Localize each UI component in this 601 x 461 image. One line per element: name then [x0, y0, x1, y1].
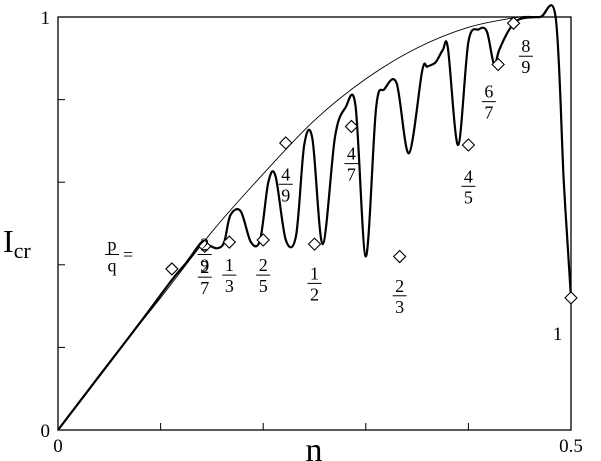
fraction-denominator: 2 — [310, 284, 319, 304]
ratio-label: 25 — [256, 255, 271, 296]
ratio-legend-prefix: pq — [105, 234, 119, 275]
fraction-denominator: 9 — [281, 185, 290, 205]
y-axis-label-main: I — [3, 223, 14, 259]
resonance-marker — [222, 235, 237, 249]
resonance-marker — [165, 262, 179, 276]
x-tick-label: 0 — [53, 436, 63, 457]
fraction-numerator: 2 — [259, 255, 268, 275]
fraction-denominator: 9 — [200, 255, 209, 275]
ratio-legend-equals: = — [123, 244, 133, 264]
fraction-numerator: 2 — [200, 234, 209, 254]
resonance-marker — [256, 233, 270, 247]
ratio-label: 89 — [518, 36, 533, 77]
y-tick-label: 1 — [41, 8, 51, 29]
x-axis-label: n — [306, 432, 323, 461]
ratio-label: 27 — [197, 257, 212, 298]
ratio-label: 23 — [392, 276, 407, 317]
curves — [57, 4, 573, 431]
fraction-numerator: p — [108, 234, 117, 254]
y-tick-label: 0 — [41, 421, 51, 442]
fraction-numerator: 4 — [464, 166, 473, 186]
fraction-denominator: 3 — [395, 297, 404, 317]
ratio-label: 47 — [344, 144, 359, 185]
axes: 0 0.5 0 1 — [41, 8, 583, 457]
resonance-marker — [197, 239, 212, 253]
ratio-label: 13 — [222, 255, 237, 296]
resonance-marker — [491, 57, 505, 72]
resonance-marker — [307, 237, 322, 251]
resonance-marker — [564, 291, 578, 305]
resonance-marker — [461, 138, 476, 152]
fraction-numerator: 2 — [200, 257, 209, 277]
fraction-denominator: 5 — [464, 187, 473, 207]
critical-current-curve — [57, 4, 573, 431]
ratio-label: 12 — [307, 263, 322, 304]
fraction-numerator: 6 — [484, 82, 493, 102]
fraction-numerator: 4 — [281, 164, 290, 184]
resonance-marker — [506, 16, 521, 30]
fraction-numerator: 1 — [310, 263, 319, 283]
resonance-marker — [392, 249, 407, 264]
ratio-label: 49 — [278, 164, 293, 205]
x-tick-label: 0.5 — [559, 436, 583, 457]
fraction-numerator: 2 — [395, 276, 404, 296]
resonance-marker — [278, 136, 293, 150]
fraction-numerator: 1 — [225, 255, 234, 275]
fraction-numerator: 8 — [521, 36, 530, 56]
resonance-marker — [344, 119, 359, 134]
fraction-denominator: q — [108, 255, 117, 275]
ratio-label: 1 — [553, 324, 563, 345]
markers — [165, 16, 578, 305]
fraction-denominator: 5 — [259, 276, 268, 296]
ratio-label: 67 — [481, 82, 496, 123]
ratio-label: 29 — [197, 234, 212, 275]
y-axis-label-sub: cr — [14, 238, 32, 263]
fraction-denominator: 7 — [200, 278, 209, 298]
fraction-denominator: 7 — [484, 103, 493, 123]
fraction-numerator: 4 — [347, 144, 356, 164]
fraction-label-text: 1 — [553, 324, 563, 345]
fraction-denominator: 9 — [521, 57, 530, 77]
fraction-denominator: 3 — [225, 276, 234, 296]
plot-frame — [57, 16, 572, 431]
fraction-denominator: 7 — [347, 165, 356, 185]
ratio-label: 45 — [461, 166, 476, 207]
y-axis-label: Icr — [3, 223, 31, 263]
envelope-curve — [57, 15, 571, 431]
